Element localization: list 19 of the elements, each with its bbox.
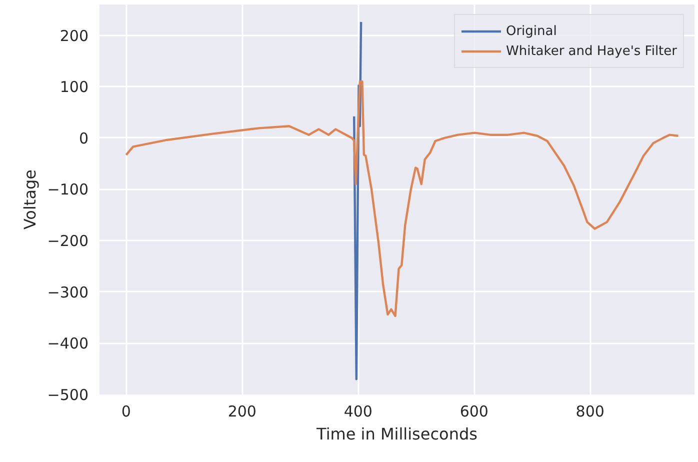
y-axis-title: Voltage [20,169,40,230]
line-series [352,20,362,380]
x-tick-label: 400 [344,402,372,420]
y-tick-label: −300 [47,283,89,302]
x-tick-label: 600 [460,402,488,420]
y-tick-label: −400 [47,334,89,353]
line-series [125,80,680,318]
x-tick-label: 200 [228,402,256,420]
x-tick-label: 0 [121,402,131,420]
x-tick-label: 800 [576,402,604,420]
y-tick-label: −200 [47,232,89,250]
y-tick-label: 0 [78,129,89,148]
legend-label: Original [506,24,557,38]
y-tick-label: 100 [60,78,89,96]
legend-label: Whitaker and Haye's Filter [506,44,677,58]
y-tick-label: 200 [60,26,89,45]
y-tick-label: −500 [47,386,89,404]
x-axis-title: Time in Milliseconds [316,424,478,444]
y-tick-label: −100 [47,180,89,199]
